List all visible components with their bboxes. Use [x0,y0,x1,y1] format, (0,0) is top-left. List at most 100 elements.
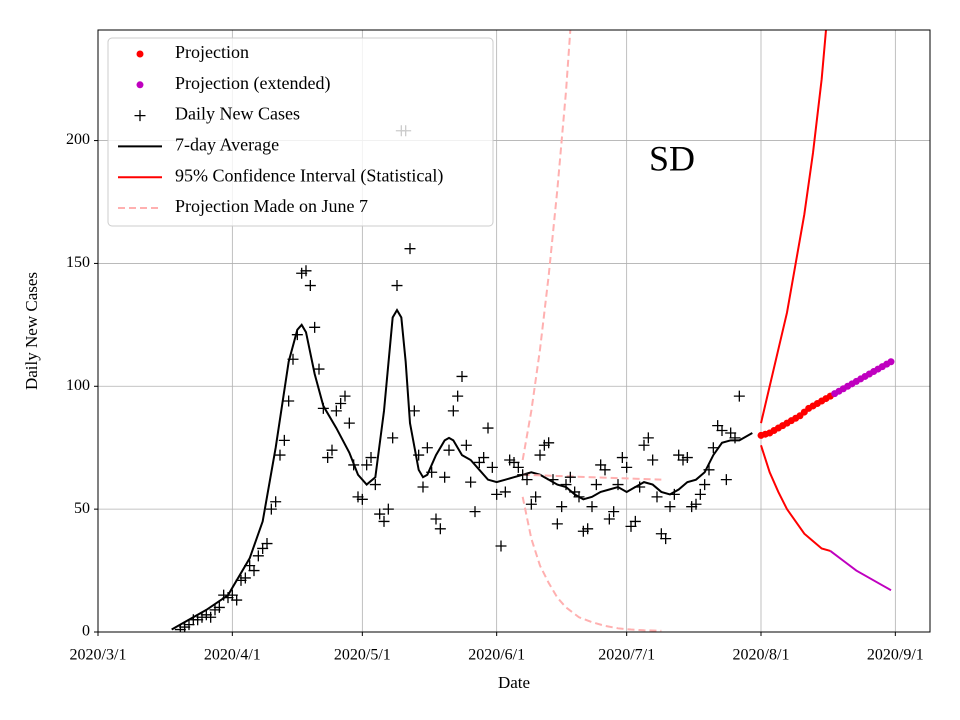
daily-case-marker [343,417,355,429]
daily-case-marker [521,474,533,486]
daily-case-marker [495,540,507,552]
x-tick-label: 2020/7/1 [598,647,655,664]
daily-case-marker [621,461,633,473]
daily-case-marker [668,488,680,500]
daily-case-marker [352,491,364,503]
daily-case-marker [430,513,442,525]
daily-case-marker [192,614,204,626]
daily-case-marker [443,444,455,456]
series-line [760,30,827,424]
daily-case-marker [642,432,654,444]
daily-case-marker [517,469,529,481]
daily-case-marker [248,565,260,577]
legend-label: Projection Made on June 7 [175,196,368,216]
series [831,358,895,398]
daily-case-marker [703,464,715,476]
daily-case-marker [595,459,607,471]
daily-case-marker [283,395,295,407]
daily-case-marker [681,452,693,464]
daily-case-marker [374,508,386,520]
x-tick-label: 2020/5/1 [334,647,391,664]
daily-case-marker [200,609,212,621]
daily-case-marker [278,434,290,446]
daily-case-marker [434,523,446,535]
daily-case-marker [660,533,672,545]
daily-case-marker [586,501,598,513]
daily-case-marker [274,449,286,461]
daily-case-marker [421,442,433,454]
projection-point [887,358,895,366]
daily-case-marker [235,574,247,586]
daily-case-marker [473,456,485,468]
daily-case-marker [326,444,338,456]
daily-case-marker [408,405,420,417]
daily-case-marker [599,464,611,476]
ticks: 0 50 100 150 200 2020/3/1 2020/4/1 2020/5/1 2020… [66,131,924,663]
daily-case-marker [486,461,498,473]
y-tick-label: 150 [66,254,90,271]
daily-case-marker [404,243,416,255]
daily-case-marker [603,513,615,525]
daily-case-marker [465,476,477,488]
daily-case-marker [629,515,641,527]
y-tick-label: 200 [66,131,90,148]
daily-case-marker [309,321,321,333]
series [521,30,662,632]
daily-case-marker [244,560,256,572]
legend-box [107,37,494,227]
daily-case-marker [655,528,667,540]
daily-case-marker [287,353,299,365]
daily-case-marker [317,402,329,414]
legend-label: Daily New Cases [175,104,300,124]
daily-case-marker [690,498,702,510]
daily-case-marker [534,449,546,461]
daily-case-marker [577,525,589,537]
daily-case-marker [291,329,303,341]
daily-case-marker [556,501,568,513]
daily-case-marker [694,488,706,500]
daily-case-marker [560,479,572,491]
daily-case-marker [707,442,719,454]
daily-case-marker [335,397,347,409]
daily-case-marker [582,523,594,535]
daily-case-marker [590,479,602,491]
daily-case-marker [304,280,316,292]
series-line [522,473,662,481]
series-line [760,444,831,552]
legend-marker [136,50,144,58]
daily-case-marker [564,471,576,483]
daily-case-marker [239,572,251,584]
daily-case-marker [365,452,377,464]
axes-frame [97,29,931,633]
daily-case-marker [174,624,186,632]
y-axis-label: Daily New Cases [22,272,41,390]
daily-case-marker [300,265,312,277]
daily-case-marker [452,390,464,402]
daily-case-marker [530,491,542,503]
daily-case-marker [482,422,494,434]
daily-case-marker [369,479,381,491]
series-line [521,496,662,632]
daily-case-marker [426,466,438,478]
daily-case-marker [313,363,325,375]
series [760,30,892,592]
x-tick-label: 2020/8/1 [733,647,790,664]
daily-case-marker [664,501,676,513]
series-line [829,550,892,592]
daily-case-marker [499,486,511,498]
legend-label: 7-day Average [175,135,279,155]
daily-case-marker [543,437,555,449]
daily-case-marker [270,496,282,508]
daily-case-marker [616,452,628,464]
daily-case-marker [378,515,390,527]
series-line [171,308,753,631]
daily-case-marker [625,520,637,532]
daily-case-marker [491,488,503,500]
daily-case-marker [417,481,429,493]
annotation: SD [649,138,695,178]
legend-marker [136,81,144,89]
series-line [521,30,572,461]
daily-case-marker [213,601,225,613]
daily-case-marker [413,449,425,461]
